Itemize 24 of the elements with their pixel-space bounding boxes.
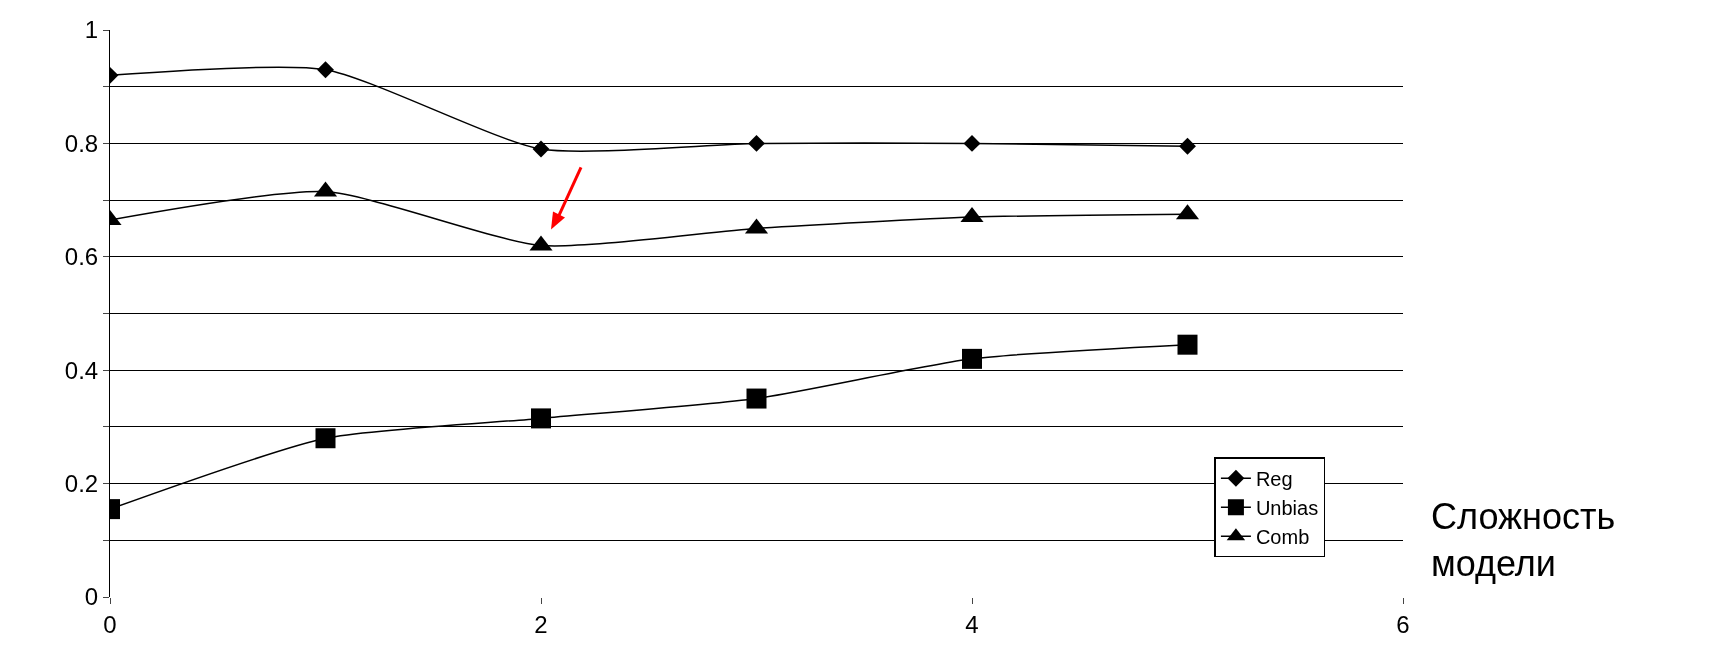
legend-label: Reg [1255, 468, 1293, 491]
point [317, 61, 334, 79]
x-tick-label: 2 [534, 610, 548, 638]
x-tick-label: 4 [965, 610, 979, 638]
y-tick-label: 0.6 [64, 243, 99, 271]
x-tick-label: 6 [1396, 610, 1410, 638]
point [531, 408, 551, 429]
y-tick-label: 0.8 [64, 129, 99, 157]
point [1179, 137, 1196, 155]
legend-label: Comb [1255, 526, 1310, 549]
point [748, 134, 765, 152]
y-tick-label: 0.4 [64, 356, 99, 384]
point [746, 388, 767, 409]
legend-label: Unbias [1255, 497, 1319, 520]
x-axis-title: Сложность модели [1431, 496, 1616, 584]
point [1177, 334, 1198, 355]
y-tick-label: 0.2 [64, 470, 99, 497]
y-tick-label: 0 [84, 583, 99, 611]
point [962, 348, 982, 369]
y-tick-label: 1 [84, 16, 99, 44]
point [532, 140, 550, 158]
point [315, 428, 336, 449]
x-tick-label: 0 [103, 610, 117, 638]
point [963, 134, 981, 152]
